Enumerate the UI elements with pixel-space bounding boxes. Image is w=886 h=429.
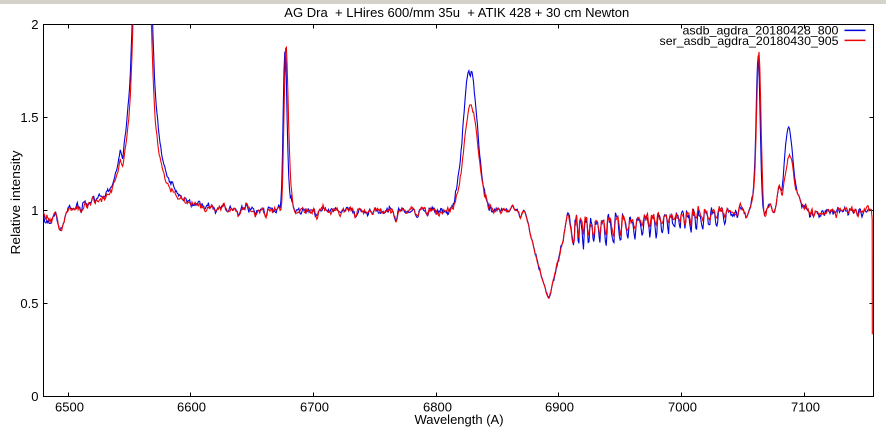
svg-text:Wavelength (A): Wavelength (A) [414,412,503,427]
svg-text:6800: 6800 [423,400,452,415]
svg-text:7000: 7000 [668,400,697,415]
svg-text:0: 0 [31,389,38,404]
svg-text:1.5: 1.5 [20,110,38,125]
svg-text:6900: 6900 [545,400,574,415]
svg-text:AG Dra + LHires 600/mm 35u +: AG Dra + LHires 600/mm 35u + ATIK 428 + … [284,5,629,20]
svg-text:asdb_agdra_20180428_800: asdb_agdra_20180428_800 [683,24,839,38]
svg-text:2: 2 [31,17,38,32]
svg-text:6700: 6700 [300,400,329,415]
svg-text:7100: 7100 [791,400,820,415]
svg-text:0.5: 0.5 [20,296,38,311]
svg-text:Relative intensity: Relative intensity [8,150,23,255]
svg-text:6500: 6500 [55,400,84,415]
svg-text:6600: 6600 [177,400,206,415]
svg-text:1: 1 [31,203,38,218]
svg-text:ser_asdb_agdra_20180430_905: ser_asdb_agdra_20180430_905 [660,34,839,48]
